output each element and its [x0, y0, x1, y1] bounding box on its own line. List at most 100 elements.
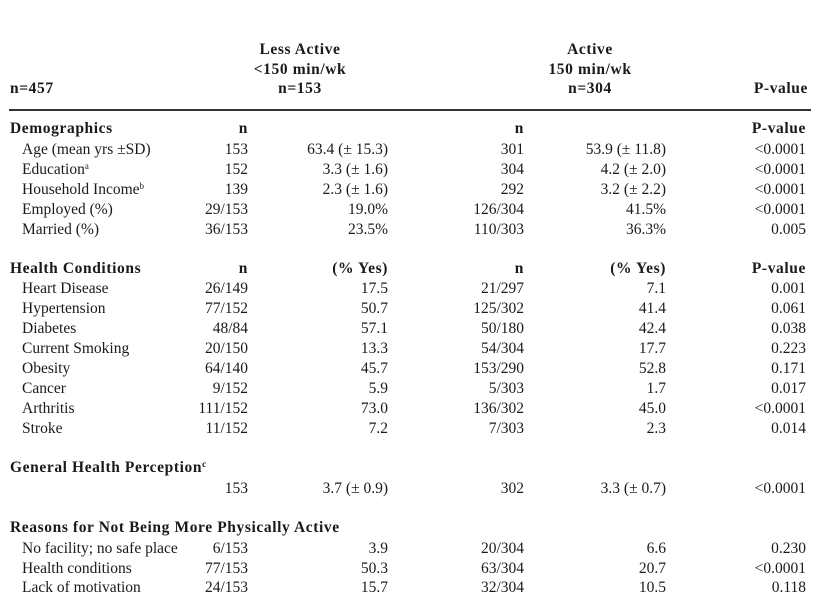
- value-active: 41.5%: [625, 201, 666, 218]
- n-active: 304: [500, 161, 524, 178]
- col-n-less: n: [238, 260, 248, 277]
- less-active-n: n=153: [278, 80, 322, 97]
- value-less-active: 45.7: [360, 360, 388, 377]
- row-label: Health conditions: [22, 559, 132, 577]
- n-less-active: 111/152: [198, 400, 248, 417]
- row-label: Cancer: [22, 380, 66, 397]
- p-value: <0.0001: [754, 400, 806, 417]
- p-value: <0.0001: [754, 141, 806, 158]
- col-pct-active: (% Yes): [610, 260, 666, 277]
- n-active: 126/304: [473, 201, 524, 218]
- perception-value-active: 3.3 (± 0.7): [600, 480, 666, 497]
- row-label: Household Incomeb: [22, 181, 145, 198]
- value-active: 1.7: [646, 380, 666, 397]
- section-health-conditions: Health Conditions: [10, 260, 142, 277]
- total-n: n=457: [10, 80, 54, 97]
- row-label: Diabetes: [22, 320, 77, 337]
- pvalue-header: P-value: [753, 80, 808, 97]
- active-header: Active: [567, 41, 613, 58]
- perception-title: General Health Perception: [10, 459, 203, 476]
- perception-value-less: 3.7 (± 0.9): [322, 480, 388, 497]
- n-less-active: 77/152: [204, 300, 248, 317]
- p-value: <0.0001: [754, 161, 806, 178]
- n-less-active: 11/152: [205, 420, 248, 437]
- row-label: Employed (%): [22, 201, 113, 218]
- value-active: 41.4: [638, 300, 666, 317]
- col-n-less: n: [238, 120, 248, 137]
- value-less-active: 50.7: [360, 300, 388, 317]
- p-value: 0.038: [771, 320, 806, 337]
- perception-n-active: 302: [500, 480, 524, 497]
- value-active: 2.3: [646, 420, 666, 437]
- value-less-active: 3.9: [368, 540, 388, 557]
- p-value: 0.118: [771, 579, 806, 596]
- n-less-active: 6/153: [212, 540, 248, 557]
- p-value: 0.061: [771, 300, 806, 317]
- p-value: 0.017: [771, 380, 806, 397]
- active-n: n=304: [568, 80, 612, 97]
- value-active: 6.6: [646, 540, 666, 557]
- perception-n-less: 153: [224, 480, 248, 497]
- value-active: 7.1: [646, 280, 666, 297]
- n-less-active: 24/153: [204, 579, 248, 596]
- n-less-active: 77/153: [204, 559, 248, 577]
- value-less-active: 17.5: [360, 280, 388, 297]
- section-demographics: Demographics: [10, 120, 113, 137]
- row-label: No facility; no safe place: [22, 540, 178, 557]
- perception-pvalue: <0.0001: [754, 480, 806, 497]
- n-active: 21/297: [480, 280, 524, 297]
- n-less-active: 20/150: [204, 340, 248, 357]
- value-active: 52.8: [638, 360, 666, 377]
- less-active-threshold: <150 min/wk: [253, 61, 347, 78]
- row-label: Obesity: [22, 360, 71, 377]
- p-value: 0.001: [771, 280, 806, 297]
- value-active: 3.2 (± 2.2): [600, 181, 666, 198]
- row-label: Educationa: [22, 161, 89, 178]
- value-less-active: 5.9: [368, 380, 388, 397]
- col-pct-less: (% Yes): [332, 260, 388, 277]
- p-value: 0.005: [771, 221, 806, 238]
- col-n-active: n: [514, 120, 524, 137]
- row-label: Lack of motivation: [22, 579, 141, 596]
- value-less-active: 73.0: [360, 400, 388, 417]
- p-value: <0.0001: [754, 559, 806, 577]
- value-less-active: 13.3: [360, 340, 388, 357]
- value-less-active: 7.2: [368, 420, 388, 437]
- n-active: 292: [500, 181, 524, 198]
- less-active-header: Less Active: [259, 41, 341, 58]
- value-less-active: 2.3 (± 1.6): [322, 181, 388, 198]
- n-less-active: 29/153: [204, 201, 248, 218]
- n-active: 153/290: [473, 360, 524, 377]
- value-less-active: 15.7: [360, 579, 388, 596]
- n-less-active: 48/84: [212, 320, 248, 337]
- value-active: 20.7: [638, 559, 666, 577]
- value-active: 42.4: [638, 320, 666, 337]
- p-value: 0.171: [771, 360, 806, 377]
- footnote-marker: a: [84, 161, 89, 171]
- n-active: 5/303: [488, 380, 524, 397]
- value-active: 4.2 (± 2.0): [600, 161, 666, 178]
- n-active: 54/304: [480, 340, 524, 357]
- n-less-active: 9/152: [212, 380, 248, 397]
- value-less-active: 19.0%: [347, 201, 388, 218]
- section-health-perception: General Health Perceptionc: [10, 459, 207, 477]
- n-active: 32/304: [480, 579, 524, 596]
- col-n-active: n: [514, 260, 524, 277]
- value-active: 17.7: [638, 340, 666, 357]
- n-active: 136/302: [473, 400, 524, 417]
- section-reasons: Reasons for Not Being More Physically Ac…: [10, 519, 340, 536]
- value-active: 45.0: [638, 400, 666, 417]
- value-less-active: 23.5%: [347, 221, 388, 238]
- n-less-active: 26/149: [204, 280, 248, 297]
- p-value: <0.0001: [754, 201, 806, 218]
- n-less-active: 139: [224, 181, 248, 198]
- n-active: 63/304: [480, 559, 524, 577]
- n-less-active: 152: [224, 161, 248, 178]
- value-active: 36.3%: [625, 221, 666, 238]
- n-active: 20/304: [480, 540, 524, 557]
- perception-footnote: c: [202, 459, 207, 469]
- p-value: 0.223: [771, 340, 806, 357]
- n-active: 50/180: [480, 320, 524, 337]
- value-active: 10.5: [638, 579, 666, 596]
- value-active: 53.9 (± 11.8): [585, 141, 666, 158]
